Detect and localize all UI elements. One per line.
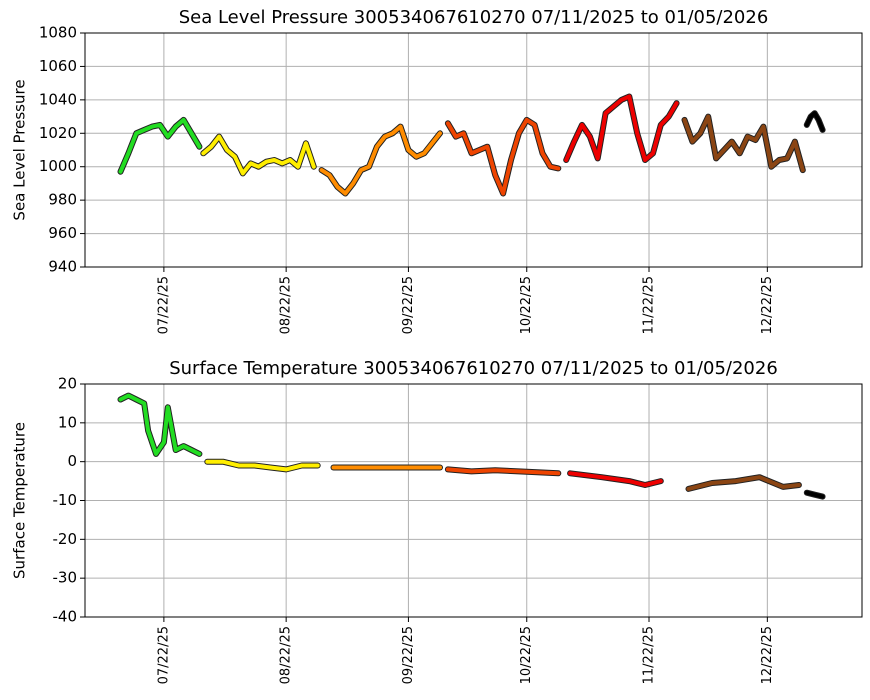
x-tick-label: 10/22/25 bbox=[519, 626, 534, 684]
x-tick-label: 07/22/25 bbox=[156, 276, 171, 334]
y-tick-label: -20 bbox=[53, 530, 78, 548]
y-axis-label: Surface Temperature bbox=[11, 422, 29, 579]
line bbox=[804, 490, 825, 499]
line bbox=[201, 134, 316, 176]
y-tick-label: 940 bbox=[48, 258, 77, 276]
line bbox=[118, 393, 202, 456]
line bbox=[804, 111, 825, 132]
y-tick-label: -40 bbox=[53, 608, 78, 626]
y-tick-label: 1060 bbox=[39, 57, 77, 75]
x-tick-label: 08/22/25 bbox=[279, 276, 294, 334]
line bbox=[445, 467, 561, 476]
y-tick-label: 980 bbox=[48, 191, 77, 209]
y-tick-label: 1000 bbox=[39, 157, 77, 175]
y-tick-label: 0 bbox=[67, 452, 77, 470]
y-tick-label: 1020 bbox=[39, 124, 77, 142]
y-tick-label: 960 bbox=[48, 224, 77, 242]
line bbox=[118, 117, 202, 174]
chart-title: Sea Level Pressure 300534067610270 07/11… bbox=[179, 7, 769, 28]
line bbox=[564, 94, 679, 162]
y-tick-label: 1080 bbox=[39, 24, 77, 42]
x-tick-label: 07/22/25 bbox=[156, 626, 171, 684]
y-tick-label: 10 bbox=[58, 413, 77, 431]
line bbox=[205, 459, 320, 472]
y-tick-label: -30 bbox=[53, 569, 78, 587]
x-tick-label: 09/22/25 bbox=[401, 276, 416, 334]
x-tick-label: 12/22/25 bbox=[760, 276, 775, 334]
y-tick-label: 20 bbox=[58, 375, 77, 393]
x-tick-label: 11/22/25 bbox=[642, 276, 657, 334]
line bbox=[319, 124, 442, 196]
line-outline bbox=[318, 123, 443, 197]
x-tick-label: 11/22/25 bbox=[642, 626, 657, 684]
line-outline bbox=[444, 116, 562, 197]
y-tick-label: -10 bbox=[53, 491, 78, 509]
line bbox=[686, 475, 801, 491]
line bbox=[682, 114, 805, 173]
plot-frame bbox=[84, 32, 863, 268]
plot-frame bbox=[84, 383, 863, 618]
x-tick-label: 10/22/25 bbox=[519, 276, 534, 334]
x-tick-label: 09/22/25 bbox=[401, 626, 416, 684]
chart-title: Surface Temperature 300534067610270 07/1… bbox=[169, 358, 778, 379]
x-tick-label: 12/22/25 bbox=[760, 626, 775, 684]
x-tick-label: 08/22/25 bbox=[279, 626, 294, 684]
line bbox=[445, 117, 561, 196]
line bbox=[568, 471, 663, 487]
y-axis-label: Sea Level Pressure bbox=[11, 79, 29, 220]
y-tick-label: 1040 bbox=[39, 90, 77, 108]
